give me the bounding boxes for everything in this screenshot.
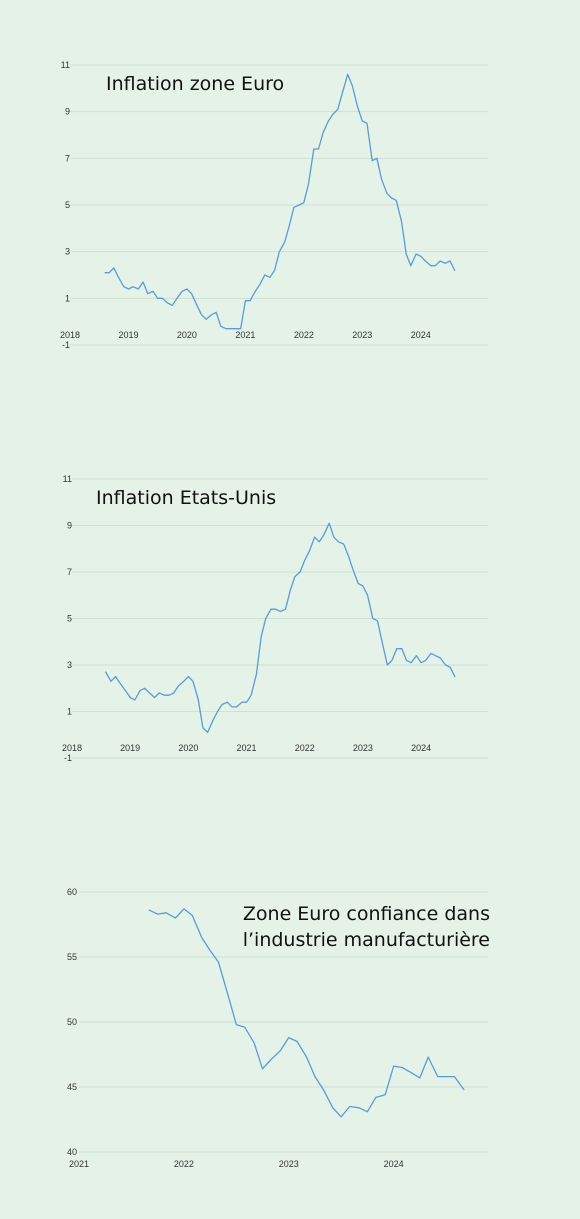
series-line — [104, 73, 456, 330]
y-tick-label: 40 — [67, 1147, 77, 1157]
x-tick-label: 2023 — [279, 1159, 299, 1169]
x-tick-label: 2019 — [120, 743, 140, 753]
x-tick-label: 2022 — [174, 1159, 194, 1169]
x-tick-label: 2018 — [62, 743, 82, 753]
y-tick-label: -1 — [62, 340, 70, 350]
chart-title-line-1: Zone Euro confiance dans — [243, 903, 490, 925]
chart-title-line-2: l’industrie manufacturière — [243, 929, 490, 951]
chart-inflation-us: 11 9 7 5 3 1 -1 2018 2019 2020 2021 2022 2023 2024 I… — [62, 474, 488, 763]
y-tick-label: 9 — [67, 521, 72, 531]
x-tick-label: 2018 — [60, 330, 80, 340]
y-tick-label: 45 — [67, 1082, 77, 1092]
x-tick-label: 2023 — [352, 330, 372, 340]
series-line — [105, 522, 456, 734]
x-tick-label: 2020 — [178, 743, 198, 753]
y-tick-label: 5 — [65, 200, 70, 210]
series-line — [148, 908, 465, 1118]
chart-title: Inflation zone Euro — [106, 73, 284, 95]
x-tick-label: 2022 — [294, 330, 314, 340]
y-tick-label: 3 — [65, 247, 70, 257]
x-tick-label: 2024 — [411, 743, 431, 753]
y-tick-label: 50 — [67, 1017, 77, 1027]
y-tick-label: 60 — [67, 887, 77, 897]
x-tick-label: 2024 — [384, 1159, 404, 1169]
y-tick-label: 7 — [65, 153, 70, 163]
x-tick-label: 2021 — [69, 1159, 89, 1169]
y-tick-label: 5 — [67, 614, 72, 624]
y-tick-label: 7 — [67, 567, 72, 577]
x-tick-label: 2020 — [177, 330, 197, 340]
chart-inflation-euro: 11 9 7 5 3 1 -1 2018 2019 2020 2021 2022 2023 2024 I… — [60, 60, 488, 350]
x-tick-label: 2021 — [237, 743, 257, 753]
y-tick-label: 1 — [67, 707, 72, 717]
y-tick-label: 55 — [67, 952, 77, 962]
x-tick-label: 2019 — [118, 330, 138, 340]
chart-title: Inflation Etats-Unis — [96, 487, 276, 509]
x-tick-label: 2023 — [353, 743, 373, 753]
x-tick-label: 2021 — [235, 330, 255, 340]
x-tick-label: 2024 — [411, 330, 431, 340]
y-tick-label: 1 — [65, 293, 70, 303]
chart-euro-manufacturing-confidence: 60 55 50 45 40 2021 2022 2023 2024 Zone Euro co… — [67, 887, 490, 1169]
y-tick-label: 9 — [65, 107, 70, 117]
x-tick-label: 2022 — [295, 743, 315, 753]
y-tick-label: 3 — [67, 660, 72, 670]
y-tick-label: 11 — [63, 474, 72, 484]
y-tick-label: -1 — [64, 753, 72, 763]
y-tick-label: 11 — [61, 60, 70, 70]
